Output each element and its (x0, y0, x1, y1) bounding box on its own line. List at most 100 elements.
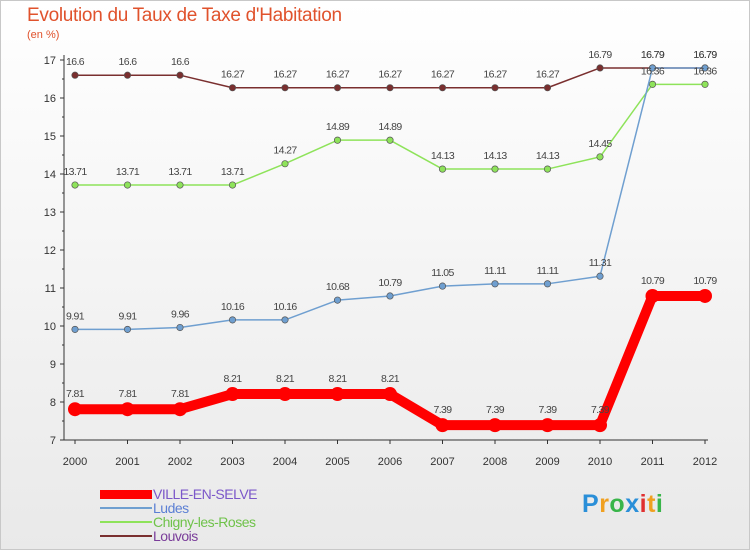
x-tick-label: 2012 (693, 456, 717, 468)
data-label: 10.68 (326, 281, 350, 293)
data-label: 13.71 (116, 166, 140, 178)
data-point (701, 80, 709, 88)
data-point (120, 402, 135, 417)
data-point (491, 280, 499, 288)
data-point (173, 402, 187, 417)
x-tick-label: 2003 (220, 456, 244, 468)
data-point (543, 84, 552, 92)
data-point (648, 80, 657, 88)
data-label: 16.27 (221, 69, 245, 81)
data-point (123, 71, 132, 79)
data-point (383, 387, 397, 402)
data-point (645, 288, 660, 303)
data-label: 11.11 (537, 265, 559, 277)
y-tick-label: 13 (44, 207, 56, 219)
logo-letter: o (609, 490, 626, 518)
data-point (176, 71, 184, 79)
data-label: 10.79 (641, 275, 665, 287)
data-label: 14.27 (273, 145, 297, 157)
data-label: 14.45 (588, 138, 612, 150)
legend-entry: VILLE-EN-SELVE (100, 486, 258, 502)
x-tick-label: 2005 (325, 456, 349, 468)
y-tick-label: 11 (45, 283, 56, 295)
data-point (281, 316, 289, 324)
x-tick-label: 2011 (641, 456, 665, 468)
data-label: 14.89 (326, 121, 350, 133)
data-point (701, 64, 709, 72)
data-label: 14.13 (431, 150, 455, 162)
data-point (71, 181, 79, 189)
x-tick-label: 2001 (115, 456, 139, 468)
chart-subtitle: (en %) (27, 29, 60, 41)
x-tick-label: 2002 (168, 456, 192, 468)
data-label: 7.39 (433, 404, 452, 416)
logo-letter: P (582, 490, 600, 518)
x-tick-label: 2010 (588, 456, 612, 468)
data-label: 11.05 (431, 267, 454, 279)
logo-letter: i (655, 490, 664, 518)
data-label: 13.71 (63, 166, 87, 178)
data-point (225, 387, 240, 402)
data-label: 8.21 (328, 373, 347, 385)
data-label: 7.39 (591, 404, 610, 416)
y-tick-label: 17 (44, 55, 56, 67)
chart-legend: VILLE-EN-SELVE Ludes Chigny-les-Roses Louvo… (100, 486, 258, 543)
data-point (488, 418, 502, 433)
data-point (176, 323, 184, 332)
y-tick-label: 8 (50, 397, 56, 409)
data-point (176, 181, 184, 189)
data-label: 16.6 (66, 56, 85, 68)
legend-label: Louvois (153, 528, 198, 544)
data-point (543, 280, 552, 288)
data-label: 16.36 (641, 65, 665, 77)
y-tick-label: 14 (44, 169, 56, 181)
legend-label: Ludes (153, 500, 189, 516)
data-point (123, 181, 132, 189)
data-point (330, 387, 345, 402)
legend-label: Chigny-les-Roses (153, 514, 256, 530)
legend-entry: Chigny-les-Roses (100, 515, 257, 529)
data-point (438, 282, 447, 290)
data-label: 10.79 (693, 275, 717, 287)
data-label: 16.79 (641, 49, 665, 61)
chart-title: Evolution du Taux de Taxe d'Habitation (27, 5, 342, 26)
legend-swatch (100, 535, 152, 537)
logo-letter: i (639, 490, 648, 518)
data-label: 16.27 (378, 69, 402, 81)
data-point (228, 181, 237, 189)
data-label: 8.21 (276, 373, 295, 385)
data-point (333, 296, 342, 304)
data-point (540, 418, 555, 433)
data-label: 16.27 (273, 69, 297, 81)
data-point (281, 84, 289, 92)
data-label: 14.89 (378, 121, 402, 133)
data-point (278, 387, 292, 402)
data-point (593, 418, 607, 433)
series-line-Ludes (75, 67, 705, 331)
data-label: 11.11 (484, 265, 506, 277)
series-line-VILLE-EN-SELVE (75, 290, 705, 431)
data-label: 7.39 (486, 404, 505, 416)
data-point (281, 160, 289, 168)
data-point (596, 272, 604, 280)
data-label: 16.27 (431, 69, 455, 81)
data-point (228, 316, 237, 324)
legend-entry: Louvois (100, 529, 257, 543)
data-label: 10.16 (273, 301, 297, 313)
y-tick-label: 16 (44, 93, 56, 105)
data-label: 8.21 (381, 373, 400, 385)
x-tick-label: 2007 (430, 456, 454, 468)
logo-letter: x (625, 490, 640, 518)
y-tick-label: 7 (50, 435, 56, 447)
y-tick-label: 12 (44, 245, 56, 257)
data-point (68, 402, 82, 417)
data-point (543, 165, 552, 173)
data-point (123, 325, 132, 333)
logo-letter: r (599, 490, 610, 518)
data-point (491, 165, 499, 173)
legend-swatch (100, 521, 152, 523)
legend-label: VILLE-EN-SELVE (153, 486, 258, 502)
legend-entry: Ludes (100, 501, 257, 515)
data-label: 16.79 (693, 49, 717, 61)
